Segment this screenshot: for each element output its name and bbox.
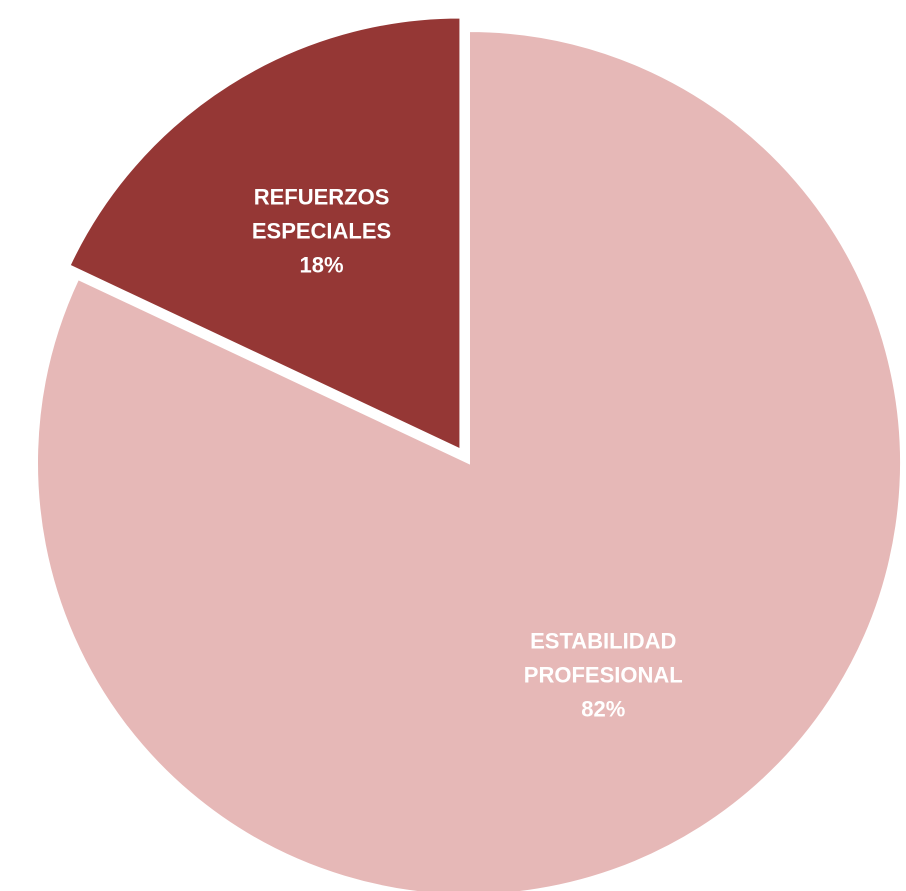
slice-label-line: ESPECIALES	[252, 219, 391, 244]
slice-label-line: PROFESIONAL	[524, 663, 683, 688]
slice-label-line: ESTABILIDAD	[530, 629, 676, 654]
slice-label-1: ESTABILIDAD PROFESIONAL 82%	[524, 629, 683, 722]
slice-value-label: 18%	[300, 253, 344, 278]
pie-slice-labels: ESTABILIDAD PROFESIONAL 82% REFUERZOS ESPECI…	[252, 185, 683, 722]
slice-value-label: 82%	[581, 697, 625, 722]
pie-slice-2	[68, 16, 462, 452]
slice-label-2: REFUERZOS ESPECIALES 18%	[252, 185, 391, 278]
pie-slice-1	[36, 29, 902, 891]
slice-label-line: REFUERZOS	[254, 185, 390, 210]
pie-slices	[36, 16, 902, 891]
